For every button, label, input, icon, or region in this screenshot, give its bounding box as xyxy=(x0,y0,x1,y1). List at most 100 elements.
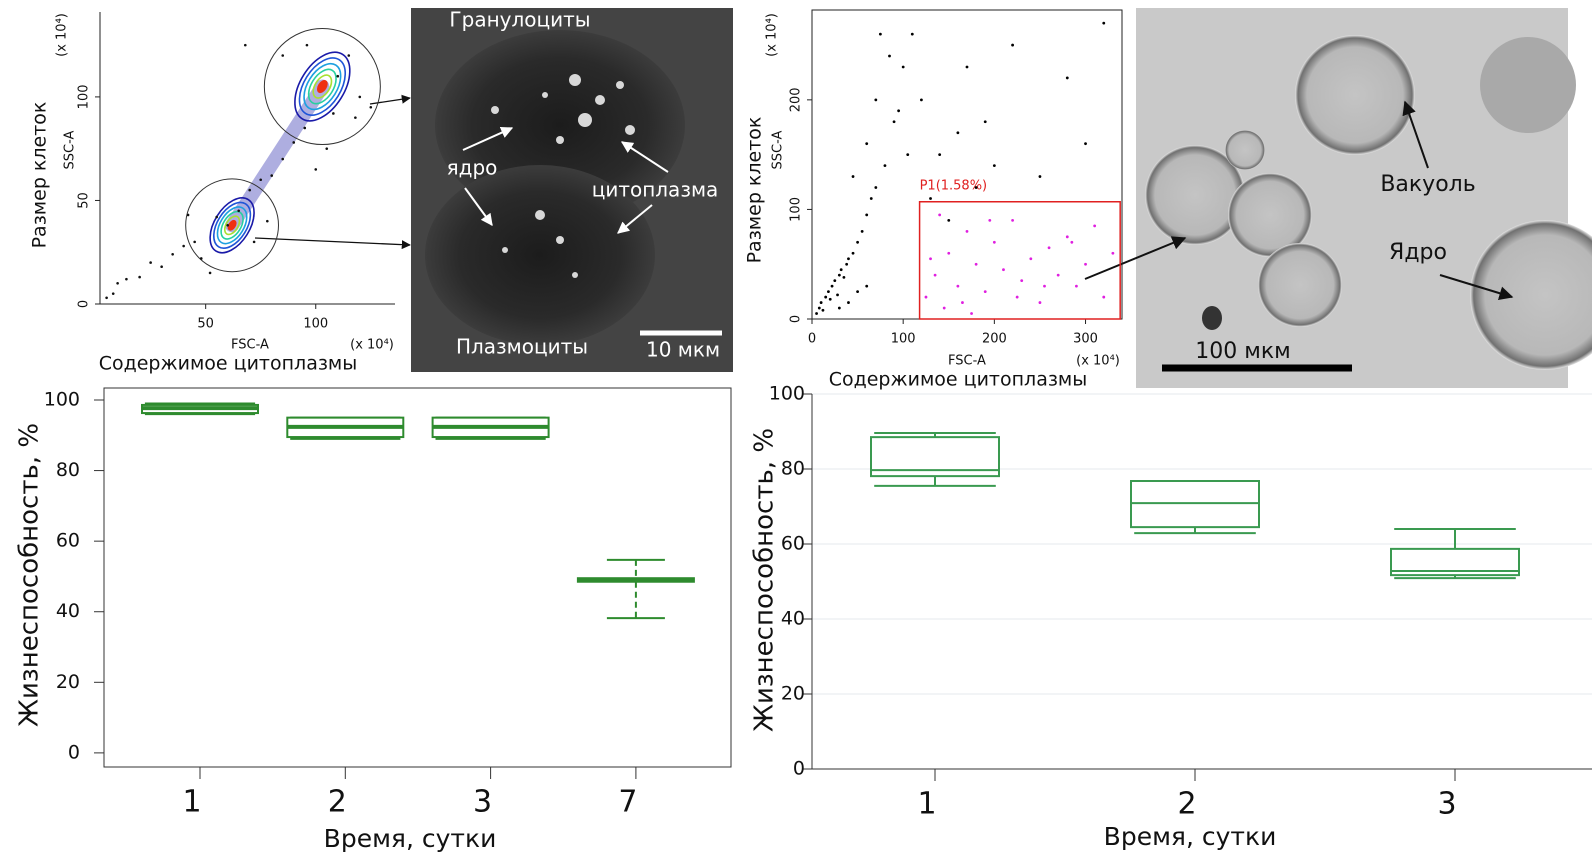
point xyxy=(369,105,373,109)
gate-label: P1(1.58%) xyxy=(920,178,988,193)
point xyxy=(252,240,256,244)
point xyxy=(248,188,252,192)
x-tick-label: 200 xyxy=(982,332,1007,347)
point xyxy=(983,120,987,124)
y-tick-label: 100 xyxy=(789,197,804,222)
y-tick-label: 80 xyxy=(56,459,80,481)
point xyxy=(947,218,951,222)
cell xyxy=(1470,220,1592,370)
density-contour xyxy=(307,68,337,105)
point xyxy=(827,290,830,294)
point xyxy=(1047,246,1051,250)
cell xyxy=(1295,35,1415,155)
point xyxy=(1011,43,1014,47)
point xyxy=(910,32,914,36)
x-axis-title: Содержимое цитоплазмы xyxy=(829,369,1088,391)
cell xyxy=(1480,37,1576,133)
point xyxy=(828,297,832,301)
point xyxy=(920,98,923,102)
point xyxy=(281,157,285,161)
point xyxy=(847,301,850,304)
point xyxy=(116,281,119,285)
point xyxy=(970,312,973,315)
y-tick-label: 100 xyxy=(77,84,92,109)
point xyxy=(924,295,928,299)
density-contour xyxy=(220,210,244,240)
point xyxy=(199,257,203,260)
arrow xyxy=(1084,236,1187,280)
point xyxy=(1043,284,1046,288)
scale-bar-label: 100 мкм xyxy=(1195,339,1290,364)
point xyxy=(1075,284,1078,288)
y-tick-label: 200 xyxy=(789,87,804,112)
point xyxy=(1020,279,1024,283)
point xyxy=(929,257,932,261)
point xyxy=(215,215,218,219)
contour-link xyxy=(225,79,330,233)
density-contour xyxy=(227,219,237,231)
point xyxy=(897,109,901,113)
plot-frame xyxy=(811,9,1123,320)
x-axis-label: FSC-A xyxy=(948,354,986,369)
y-axis-label: SSC-A xyxy=(63,130,78,169)
point xyxy=(125,277,128,281)
gate-circle xyxy=(185,178,279,273)
granules xyxy=(491,74,635,278)
y-tick-label: 100 xyxy=(44,388,80,410)
point xyxy=(1002,268,1005,272)
y-axis-title: Размер клеток xyxy=(744,117,766,264)
y-tick-label: 20 xyxy=(56,671,80,693)
point xyxy=(1056,273,1060,277)
point xyxy=(845,262,849,266)
point xyxy=(988,218,992,222)
point xyxy=(819,301,823,304)
y-axis-title: Жизнеспособность, % xyxy=(15,423,45,727)
point xyxy=(270,174,274,177)
image-label: Гранулоциты xyxy=(449,8,590,32)
arrow xyxy=(1439,274,1514,301)
point xyxy=(856,290,859,294)
point xyxy=(947,251,951,255)
point xyxy=(851,175,855,178)
y-axis-label: SSC-A xyxy=(771,130,786,169)
point xyxy=(961,301,964,304)
arrow xyxy=(617,204,653,234)
point xyxy=(1084,142,1087,146)
x-tick-label: 2 xyxy=(1177,787,1196,822)
point xyxy=(1065,76,1069,80)
x-tick-label: 100 xyxy=(891,332,916,347)
point xyxy=(974,262,978,266)
point xyxy=(929,197,932,200)
point xyxy=(878,32,882,36)
point xyxy=(149,261,152,264)
point xyxy=(303,126,307,130)
density-contour xyxy=(316,80,328,94)
point xyxy=(874,186,878,189)
point xyxy=(860,229,864,233)
point xyxy=(837,273,841,277)
point xyxy=(851,251,855,255)
point xyxy=(992,164,996,167)
density-contour xyxy=(298,57,347,116)
x-axis-title: Содержимое цитоплазмы xyxy=(99,353,358,375)
cell xyxy=(425,165,655,345)
point xyxy=(1065,235,1069,239)
point xyxy=(186,213,190,217)
point xyxy=(938,213,942,217)
point xyxy=(883,164,887,167)
point xyxy=(992,240,996,244)
scale-bar-label: 10 мкм xyxy=(646,338,720,362)
debris xyxy=(1202,306,1222,330)
point xyxy=(965,65,969,69)
point xyxy=(1070,240,1074,244)
cell xyxy=(1228,173,1312,257)
x-tick-label: 3 xyxy=(1437,787,1456,822)
point xyxy=(325,147,329,150)
point xyxy=(865,142,869,146)
point xyxy=(956,284,960,288)
point xyxy=(824,295,828,299)
point xyxy=(160,265,163,269)
point xyxy=(1102,295,1106,299)
image-label: Плазмоциты xyxy=(456,335,588,359)
point xyxy=(901,65,905,69)
